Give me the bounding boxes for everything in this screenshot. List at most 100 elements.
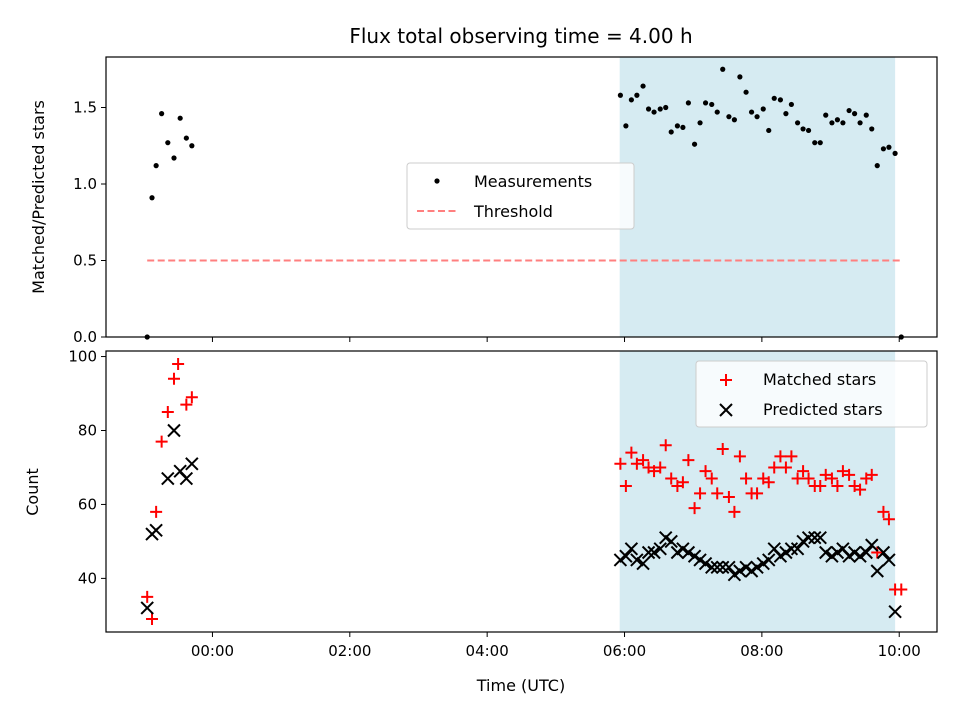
measurement-point: [886, 144, 892, 150]
measurement-point: [760, 106, 766, 112]
predicted-star-point: [716, 560, 730, 575]
measurement-point: [863, 112, 869, 118]
measurement-point: [771, 95, 777, 101]
bottom-legend-box: [695, 360, 928, 428]
measurement-point: [691, 141, 698, 147]
predicted-star-point: [865, 538, 879, 552]
measurement-point: [153, 163, 159, 169]
matched-stars-points: [141, 357, 908, 626]
measurement-point: [177, 115, 183, 121]
bottom-y-axis-label: Count: [23, 468, 42, 516]
legend-measurements-marker: [434, 178, 440, 184]
predicted-star-point: [733, 564, 747, 578]
predicted-star-point: [705, 560, 719, 575]
predicted-star-point: [641, 545, 656, 560]
predicted-star-point: [888, 604, 902, 619]
measurement-point: [680, 124, 686, 130]
measurement-point: [766, 127, 772, 134]
measurement-point: [668, 129, 674, 135]
measurement-point: [714, 109, 720, 115]
measurement-point: [183, 135, 189, 141]
measurement-point: [812, 140, 818, 146]
matched-star-point: [733, 450, 746, 463]
matched-star-point: [172, 357, 185, 370]
y-tick-label: 60: [78, 495, 97, 513]
x-tick-label: 08:00: [740, 642, 783, 660]
measurement-point: [623, 123, 629, 129]
matched-star-point: [619, 479, 632, 492]
y-tick-label: 80: [78, 421, 97, 439]
measurement-point: [857, 120, 863, 126]
matched-star-point: [871, 546, 884, 559]
y-tick-label: 1.5: [73, 98, 97, 116]
predicted-star-point: [619, 549, 633, 563]
matched-star-point: [882, 513, 895, 526]
x-tick-label: 06:00: [603, 642, 646, 660]
predicted-star-point: [185, 457, 199, 471]
bottom-axes-frame: [105, 350, 938, 633]
matched-star-point: [802, 472, 815, 485]
measurement-point: [634, 92, 640, 98]
predicted-star-point: [819, 545, 833, 560]
matched-star-point: [722, 491, 735, 504]
bottom-y-ticks: 40 60 80 100: [68, 348, 106, 587]
predicted-star-point: [179, 471, 194, 486]
measurement-point: [720, 66, 726, 72]
measurement-point: [645, 106, 652, 112]
top-axes-frame: [105, 56, 938, 338]
predicted-star-point: [167, 423, 181, 438]
matched-star-point: [774, 450, 787, 463]
predicted-star-point: [140, 601, 154, 615]
matched-star-point: [630, 457, 643, 470]
measurement-point: [823, 112, 829, 118]
y-tick-label: 1.0: [73, 175, 97, 193]
measurement-point: [892, 150, 898, 156]
matched-star-point: [751, 487, 764, 500]
predicted-star-point: [882, 553, 896, 567]
measurement-point: [709, 101, 715, 108]
matched-star-point: [779, 461, 792, 474]
y-tick-label: 100: [68, 348, 97, 366]
legend-matched-label: Matched stars: [763, 370, 876, 389]
matched-star-point: [711, 487, 724, 500]
predicted-star-point: [630, 553, 644, 567]
predicted-star-point: [149, 523, 163, 538]
predicted-star-point: [664, 534, 678, 549]
matched-star-point: [831, 479, 844, 492]
predicted-star-point: [698, 556, 713, 571]
x-axis-label: Time (UTC): [476, 676, 565, 695]
measurement-point: [846, 107, 852, 114]
matched-star-point: [625, 446, 638, 459]
matched-star-point: [694, 487, 707, 500]
predicted-star-point: [161, 471, 175, 486]
measurement-point: [800, 126, 806, 132]
measurement-point: [628, 97, 634, 103]
matched-star-point: [895, 583, 908, 596]
matched-star-point: [167, 372, 180, 385]
predicted-star-point: [681, 545, 696, 560]
measurement-point: [869, 126, 875, 132]
measurement-point: [743, 89, 749, 95]
predicted-star-point: [750, 560, 764, 575]
bottom-legend: Matched stars Predicted stars: [695, 360, 928, 428]
predicted-star-point: [859, 545, 873, 560]
matched-star-point: [791, 472, 804, 485]
matched-star-point: [185, 391, 198, 404]
legend-threshold-label: Threshold: [473, 202, 553, 221]
matched-star-point: [659, 439, 672, 452]
matched-star-point: [740, 472, 753, 485]
measurement-point: [851, 111, 858, 117]
predicted-star-point: [801, 531, 816, 545]
predicted-star-point: [653, 542, 667, 556]
matched-star-point: [676, 476, 689, 489]
matched-star-point: [819, 468, 832, 481]
measurement-point: [657, 106, 663, 112]
predicted-star-point: [853, 549, 867, 563]
matched-star-point: [648, 465, 661, 478]
measurement-point: [805, 127, 812, 134]
matched-star-point: [146, 613, 159, 626]
matched-star-point: [762, 476, 775, 489]
top-legend: Measurements Threshold: [406, 162, 635, 230]
predicted-star-point: [710, 560, 724, 575]
